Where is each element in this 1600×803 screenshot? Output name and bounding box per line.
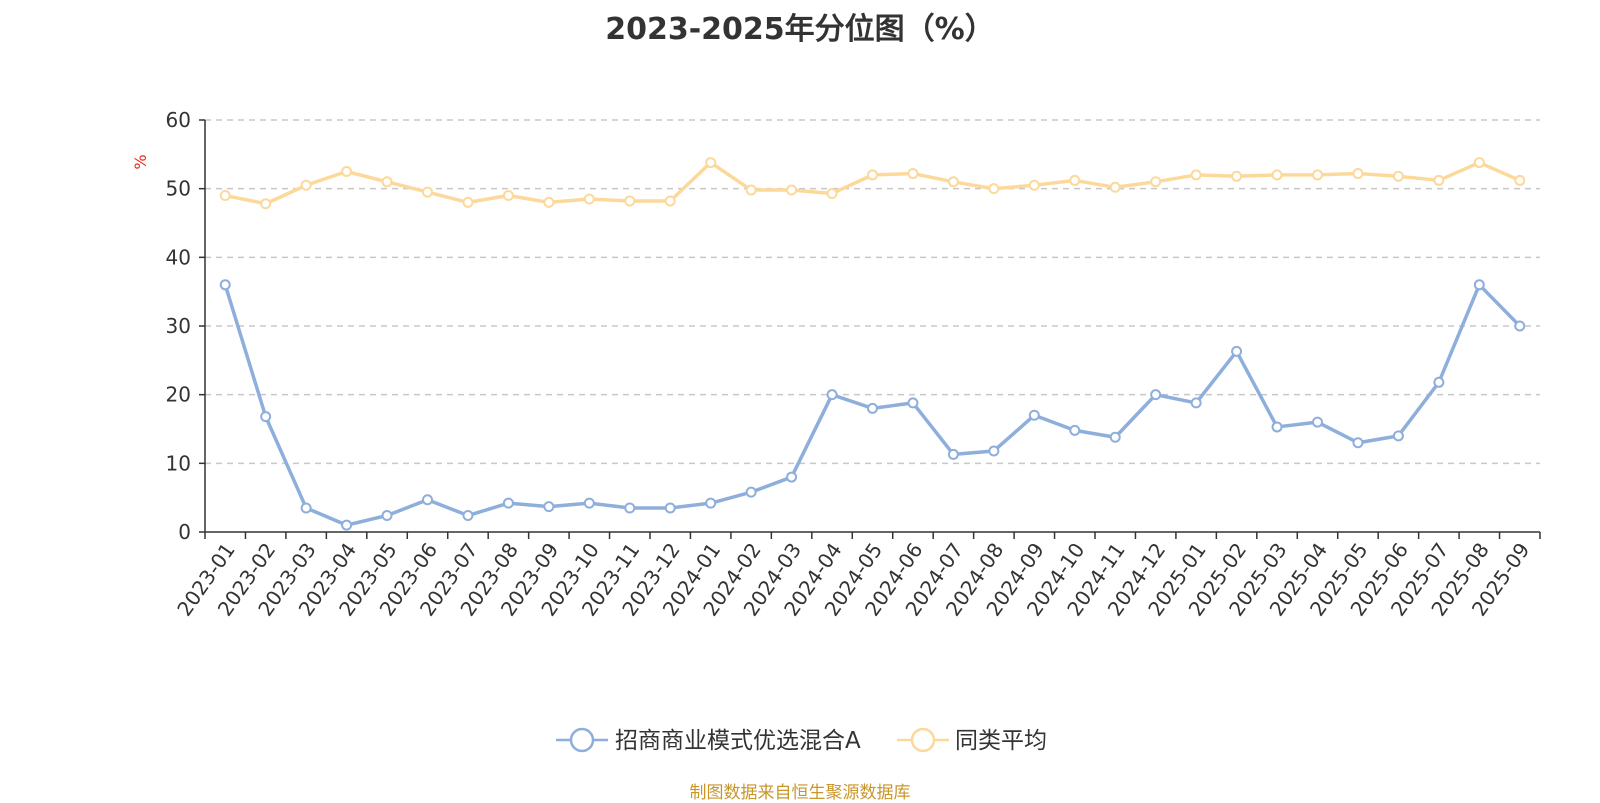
data-point <box>422 186 433 198</box>
data-point <box>341 519 353 531</box>
data-point <box>1150 389 1162 401</box>
x-tick-labels: 2023-012023-022023-032023-042023-052023-… <box>172 538 1534 620</box>
data-point <box>1190 169 1202 181</box>
data-point <box>664 195 676 207</box>
data-point <box>1473 157 1485 169</box>
data-point <box>462 196 474 208</box>
data-point <box>1028 179 1040 191</box>
data-point <box>1069 174 1081 186</box>
series-1 <box>219 279 1526 531</box>
data-point <box>1392 170 1404 182</box>
data-point <box>1150 176 1162 188</box>
data-point <box>867 402 878 414</box>
data-point <box>381 176 393 188</box>
data-point <box>260 198 272 210</box>
data-point <box>705 497 717 509</box>
data-point <box>988 445 1000 457</box>
data-point <box>907 168 919 180</box>
series-2 <box>219 157 1526 210</box>
data-point <box>1231 345 1243 357</box>
data-point <box>1514 320 1526 332</box>
data-point <box>502 190 514 202</box>
data-point <box>260 411 272 423</box>
data-point <box>422 494 433 506</box>
data-point <box>462 510 474 522</box>
y-tick-label: 50 <box>166 177 191 201</box>
data-point <box>502 497 514 509</box>
data-point <box>1231 170 1243 182</box>
data-point <box>583 193 595 205</box>
data-point <box>1473 279 1485 291</box>
data-point <box>624 502 636 514</box>
data-point <box>300 502 312 514</box>
data-point <box>341 166 353 177</box>
legend-item-2[interactable]: 同类平均 <box>897 727 1047 754</box>
axes <box>199 119 1541 539</box>
data-point <box>947 176 959 188</box>
series-line <box>223 160 1522 206</box>
data-point <box>1312 416 1323 428</box>
data-point <box>219 279 231 291</box>
legend-marker <box>910 727 936 753</box>
data-point <box>1109 431 1121 443</box>
legend-item-1[interactable]: 招商商业模式优选混合A <box>556 727 861 754</box>
chart-title: 2023-2025年分位图（%） <box>605 12 995 47</box>
y-tick-label: 0 <box>178 520 191 544</box>
data-point <box>1271 421 1283 433</box>
data-point <box>219 190 231 202</box>
data-point <box>1433 376 1445 388</box>
data-point <box>1514 174 1526 186</box>
data-point <box>826 187 838 199</box>
legend-marker <box>569 727 595 753</box>
data-point <box>745 486 757 498</box>
data-point <box>907 397 919 409</box>
data-point <box>1312 169 1323 181</box>
data-point <box>1352 437 1364 449</box>
y-axis-unit-label: % <box>131 154 150 169</box>
y-tick-label: 60 <box>166 108 191 132</box>
data-point <box>1069 424 1081 436</box>
data-point <box>1433 174 1445 186</box>
data-point <box>583 497 595 509</box>
data-point <box>1392 430 1404 442</box>
y-tick-label: 30 <box>166 314 191 338</box>
data-point <box>543 196 555 208</box>
data-point <box>947 448 959 460</box>
data-point <box>300 179 312 191</box>
data-point <box>1028 409 1040 421</box>
source-note: 制图数据来自恒生聚源数据库 <box>689 783 911 803</box>
data-point <box>624 195 636 207</box>
data-point <box>1109 181 1121 193</box>
data-point <box>1190 397 1202 409</box>
data-point <box>381 510 393 522</box>
y-tick-labels: 0 10 20 30 40 50 60 <box>166 108 191 544</box>
data-point <box>1271 169 1283 181</box>
data-point <box>826 389 838 401</box>
data-point <box>543 501 555 513</box>
data-point <box>988 183 1000 195</box>
data-point <box>1352 168 1364 180</box>
y-tick-label: 10 <box>166 451 191 475</box>
data-point <box>867 169 878 181</box>
data-point <box>786 471 798 483</box>
data-point <box>705 157 717 169</box>
y-tick-label: 20 <box>166 383 191 407</box>
legend-label: 同类平均 <box>955 728 1047 754</box>
data-point <box>786 184 798 196</box>
data-point <box>745 184 757 196</box>
legend: 招商商业模式优选混合A 同类平均 <box>556 727 1047 754</box>
y-tick-label: 40 <box>166 245 191 269</box>
data-point <box>664 502 676 514</box>
series-lines <box>219 157 1526 531</box>
legend-label: 招商商业模式优选混合A <box>615 728 861 754</box>
